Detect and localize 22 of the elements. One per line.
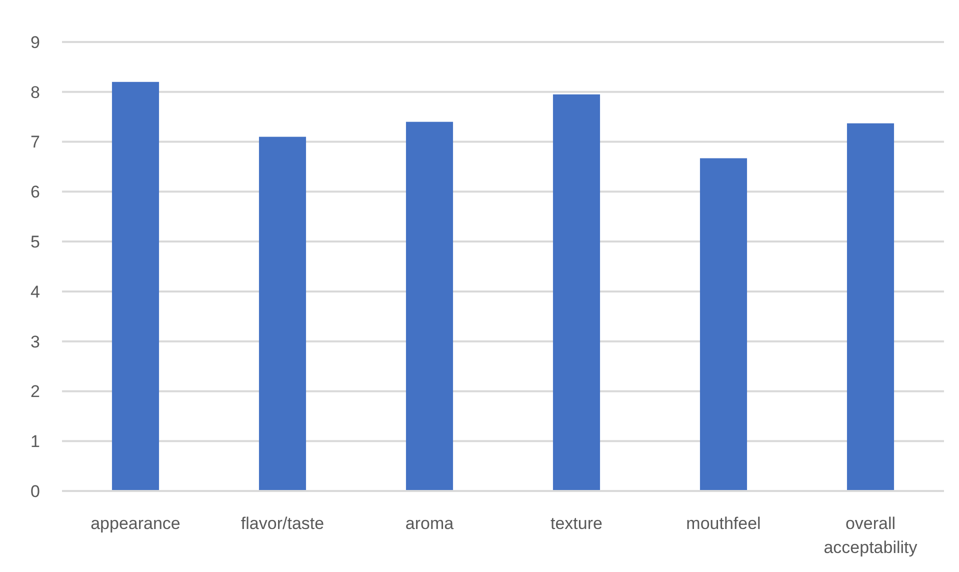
x-tick-label: texture — [550, 514, 602, 533]
y-tick-label: 8 — [30, 82, 40, 102]
bar — [552, 94, 600, 491]
y-tick-label: 0 — [30, 482, 40, 501]
bar — [700, 158, 748, 491]
y-tick-label: 2 — [30, 382, 40, 402]
x-tick-label: overall acceptability — [824, 514, 918, 557]
bar — [258, 136, 306, 491]
y-tick-label: 3 — [30, 332, 40, 352]
y-tick-label: 5 — [30, 232, 40, 252]
x-tick-label: flavor/taste — [240, 514, 324, 533]
y-tick-label: 7 — [30, 132, 40, 152]
y-tick-label: 1 — [30, 432, 40, 452]
y-tick-label: 6 — [30, 182, 40, 202]
y-tick-label: 9 — [30, 32, 40, 52]
bar — [846, 123, 894, 491]
bar — [406, 122, 454, 491]
x-tick-label: aroma — [405, 514, 454, 533]
y-tick-label: 4 — [30, 282, 40, 302]
x-tick-label: mouthfeel — [686, 514, 761, 533]
bar — [112, 82, 160, 491]
x-tick-label: appearance — [90, 514, 180, 533]
